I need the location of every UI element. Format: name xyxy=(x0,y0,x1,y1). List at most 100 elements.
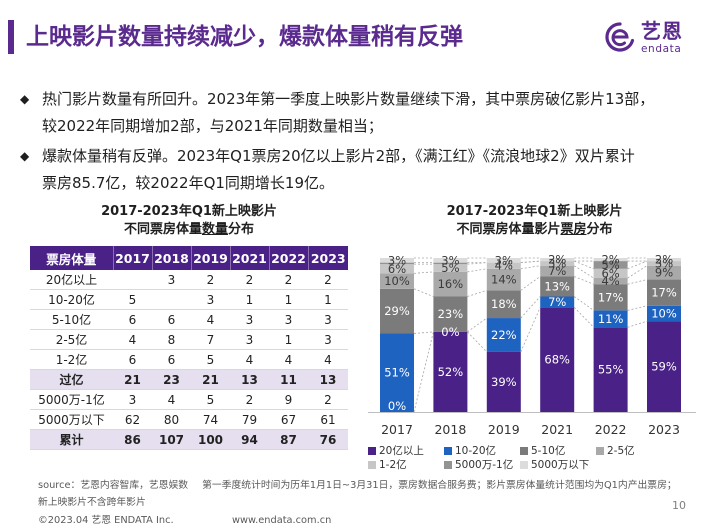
bar-segment-2021-s4 xyxy=(540,261,575,266)
table-cell: 4 xyxy=(230,349,269,370)
data-label-2021-s2: 13% xyxy=(544,279,570,293)
bar-segment-2021-s6 xyxy=(540,258,575,262)
data-label-2018-s4: 5% xyxy=(441,261,459,275)
data-label-2022-s6: 2% xyxy=(601,253,619,267)
bar-segment-2018-s2 xyxy=(433,296,468,332)
legend-label: 5-10亿 xyxy=(531,445,566,457)
connector-line xyxy=(520,265,541,270)
data-label-2017-s3: 10% xyxy=(384,274,410,288)
connector-line xyxy=(413,288,434,297)
connector-line xyxy=(520,276,541,291)
chart-legend: 20亿以上 10-20亿 5-10亿 2-5亿 1-2亿 5000万-1亿 5000万以下 xyxy=(368,445,656,471)
bar-segment-2017-s4 xyxy=(380,264,414,274)
table-cell: 3 xyxy=(113,389,152,410)
bar-segment-2017-s2 xyxy=(380,288,414,334)
table-cell: 13 xyxy=(230,369,269,390)
legend-swatch xyxy=(444,461,452,469)
chart-title-line2-pre: 不同票房体量影片 xyxy=(456,222,561,237)
bar-segment-2017-s5 xyxy=(380,262,414,265)
data-label-2019-s4: 4% xyxy=(495,259,513,273)
table-cell: 1 xyxy=(308,289,348,310)
connector-line xyxy=(573,307,594,328)
bullet-text-line: 较2022年同期增加2部，与2021年同期数量相当； xyxy=(42,116,383,135)
table-cell: 7 xyxy=(191,329,230,350)
table-cell: 5 xyxy=(113,289,152,310)
bar-segment-2022-s6 xyxy=(593,258,628,262)
table-cell: 4 xyxy=(113,329,152,350)
chart-title-line2-post: 分布 xyxy=(586,222,613,237)
row-label: 过亿 xyxy=(30,369,113,390)
data-label-2017-s2: 29% xyxy=(384,304,410,318)
connector-line xyxy=(574,260,594,270)
bar-segment-2017-s1 xyxy=(380,333,414,412)
table-cell: 5 xyxy=(191,349,230,370)
legend-item: 1-2亿 xyxy=(368,459,444,471)
table-title-emphasis: 数量 xyxy=(201,222,228,237)
connector-line xyxy=(413,271,434,274)
header-year: 2021 xyxy=(230,246,270,270)
chart-title-line1: 2017-2023年Q1新上映影片 xyxy=(446,204,623,219)
table-cell: 21 xyxy=(191,369,230,390)
bar-segment-2023-s6 xyxy=(647,258,681,262)
bar-segment-2023-s0 xyxy=(647,321,681,412)
bar-segment-2021-s0 xyxy=(540,307,575,412)
data-label-2017-s6: 3% xyxy=(388,253,406,267)
table-row: 2-5亿 4 8 7 3 1 3 xyxy=(30,329,348,350)
table-cell: 67 xyxy=(269,409,308,430)
table-cell: 4 xyxy=(191,309,230,330)
footnote-line2: 新上映影片不含跨年影片 xyxy=(38,497,146,508)
table-cell: 1 xyxy=(269,329,308,350)
source-text: source：艺恩内容智库，艺恩娱数 xyxy=(38,480,189,491)
legend-item: 2-5亿 xyxy=(596,445,656,457)
table-cell: 6 xyxy=(113,349,152,370)
table-row: 过亿 21 23 21 13 11 13 xyxy=(30,369,348,390)
page-title: 上映影片数量持续减少，爆款体量稍有反弹 xyxy=(26,24,463,50)
legend-item: 5000万以下 xyxy=(520,459,596,471)
data-label-2021-s4: 3% xyxy=(548,256,566,270)
table-header-row: 票房体量 2017 2018 2019 2021 2022 2023 xyxy=(30,246,348,270)
table-cell: 2 xyxy=(230,270,269,290)
table-row: 10-20亿 5 3 1 1 1 xyxy=(30,289,348,310)
header-category: 票房体量 xyxy=(30,246,114,270)
data-label-2019-s3: 14% xyxy=(491,273,517,287)
connector-line xyxy=(467,331,488,353)
bar-segment-2018-s3 xyxy=(433,271,468,297)
table-cell: 74 xyxy=(191,409,230,430)
legend-item: 10-20亿 xyxy=(444,445,520,457)
x-tick-label: 2017 xyxy=(381,422,413,437)
table-row: 累计 86 107 100 94 87 76 xyxy=(30,429,348,450)
data-label-2018-s1: 0% xyxy=(441,325,459,339)
table-cell: 5 xyxy=(191,389,230,410)
data-label-2019-s0: 39% xyxy=(491,375,517,389)
connector-line xyxy=(520,296,541,319)
connector-line xyxy=(467,268,487,273)
bar-segment-2019-s6 xyxy=(486,258,521,263)
data-label-2017-s0: 0% xyxy=(388,399,406,413)
table-cell: 62 xyxy=(113,409,152,430)
diamond-bullet-icon: ◆ xyxy=(20,92,30,106)
legend-swatch xyxy=(520,447,528,455)
table-cell: 2 xyxy=(308,270,348,290)
chart-title-line2: 不同票房体量影片票房分布 xyxy=(362,221,707,239)
connector-line xyxy=(520,307,541,353)
data-label-2023-s2: 17% xyxy=(651,286,677,300)
connector-line xyxy=(573,296,594,311)
table-cell: 6 xyxy=(152,309,191,330)
x-tick-label: 2023 xyxy=(648,422,680,437)
legend-swatch xyxy=(520,461,528,469)
row-label: 20亿以上 xyxy=(30,270,113,290)
connector-line xyxy=(467,317,488,333)
table-cell: 21 xyxy=(113,369,152,390)
table-cell: 8 xyxy=(152,329,191,350)
bar-segment-2022-s5 xyxy=(593,261,628,269)
data-label-2019-s6: 3% xyxy=(495,253,513,267)
connector-line xyxy=(627,279,648,285)
legend-label: 2-5亿 xyxy=(607,445,635,457)
table-cell: 107 xyxy=(152,429,191,450)
legend-item: 5-10亿 xyxy=(520,445,596,457)
bullet-text-line: 票房85.7亿，较2022年Q1同期增长19亿。 xyxy=(42,173,335,192)
table-cell: 87 xyxy=(269,429,308,450)
row-label: 5000万-1亿 xyxy=(30,389,113,410)
endata-logo-icon xyxy=(605,22,635,52)
table-row: 20亿以上 3 2 2 2 2 xyxy=(30,270,348,290)
